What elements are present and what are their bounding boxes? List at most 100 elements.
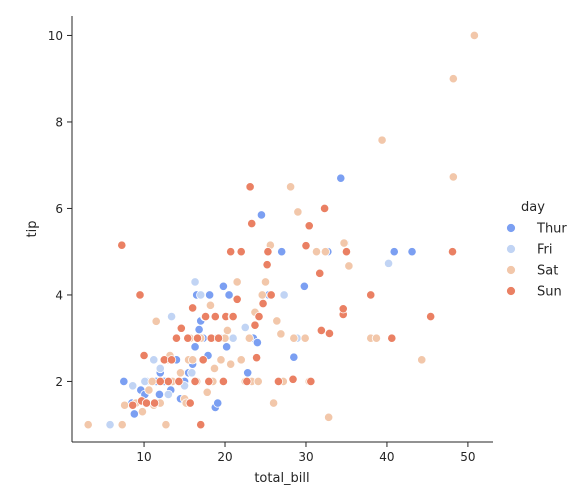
- point-sun-20: [204, 376, 214, 387]
- point-sun-3: [139, 350, 149, 361]
- point-sun-42: [288, 374, 298, 384]
- point-sun-14: [188, 303, 198, 313]
- point-thur-42: [389, 247, 399, 257]
- points-layer: [83, 30, 479, 430]
- point-thur-45: [129, 409, 139, 419]
- point-thur-37: [277, 247, 287, 257]
- x-tick-label-0: 10: [136, 450, 151, 464]
- point-sat-34: [244, 333, 254, 343]
- point-sat-38: [257, 290, 267, 300]
- x-axis-label: total_bill: [254, 471, 309, 486]
- point-sat-32: [236, 355, 246, 365]
- point-sun-0: [117, 240, 127, 250]
- point-thur-6: [154, 389, 165, 400]
- point-sun-51: [338, 304, 348, 314]
- point-sun-37: [258, 298, 268, 309]
- point-sun-47: [316, 325, 326, 336]
- legend-title: day: [521, 200, 545, 215]
- point-sun-35: [251, 353, 262, 363]
- point-sun-45: [306, 376, 316, 387]
- y-tick-label-4: 10: [48, 29, 63, 43]
- y-tick-label-0: 2: [55, 375, 63, 389]
- point-fri-3: [149, 355, 159, 365]
- point-thur-41: [336, 173, 346, 183]
- point-sun-33: [247, 218, 257, 229]
- point-sat-45: [285, 182, 296, 192]
- point-sun-17: [196, 420, 206, 430]
- point-sat-1: [117, 420, 127, 430]
- point-sat-2: [120, 400, 130, 410]
- point-thur-39: [299, 281, 309, 291]
- point-sat-54: [344, 261, 354, 271]
- point-sat-18: [188, 355, 198, 365]
- point-sun-38: [262, 260, 272, 270]
- point-sun-1: [135, 290, 145, 300]
- point-thur-0: [119, 376, 129, 387]
- point-sat-61: [469, 30, 479, 41]
- point-fri-8: [196, 290, 206, 300]
- point-sat-41: [268, 398, 279, 408]
- point-sun-41: [273, 376, 284, 387]
- point-sun-18: [198, 355, 208, 365]
- point-sat-51: [320, 247, 331, 257]
- point-sat-29: [226, 359, 236, 369]
- legend-marker-thur: [506, 223, 516, 233]
- point-thur-28: [222, 342, 232, 352]
- point-sun-31: [242, 376, 252, 387]
- point-sat-56: [371, 333, 382, 343]
- point-sat-4: [137, 407, 148, 417]
- point-sun-54: [387, 333, 397, 343]
- point-thur-32: [243, 368, 253, 378]
- y-ticks: 2 4 6 8 10: [48, 29, 72, 389]
- x-tick-label-3: 40: [379, 450, 394, 464]
- legend-marker-fri: [506, 244, 516, 254]
- point-sat-31: [232, 277, 242, 287]
- point-sat-52: [324, 412, 334, 422]
- point-sun-30: [236, 247, 246, 257]
- point-sun-5: [149, 398, 160, 408]
- point-fri-4: [155, 363, 165, 374]
- point-sun-12: [183, 333, 193, 343]
- point-thur-38: [289, 352, 299, 362]
- point-thur-15: [190, 342, 200, 352]
- point-sun-55: [426, 311, 436, 322]
- point-sun-22: [210, 311, 220, 322]
- y-tick-label-2: 6: [55, 202, 63, 216]
- point-sat-50: [311, 247, 322, 257]
- point-sat-14: [175, 368, 186, 378]
- point-thur-25: [213, 398, 223, 408]
- point-sat-39: [260, 277, 271, 287]
- point-sun-8: [166, 355, 177, 365]
- point-sun-44: [304, 221, 314, 231]
- point-sat-28: [222, 325, 233, 336]
- point-sat-48: [300, 333, 310, 343]
- point-sun-56: [447, 247, 458, 257]
- point-fri-16: [163, 389, 173, 400]
- point-sat-57: [377, 135, 387, 145]
- point-sat-22: [202, 387, 212, 397]
- legend-items: Thur Fri Sat Sun: [506, 222, 567, 300]
- point-sat-46: [289, 333, 299, 343]
- point-sun-57: [155, 376, 165, 387]
- point-fri-7: [190, 277, 200, 287]
- point-sun-24: [218, 376, 228, 387]
- point-sun-16: [192, 333, 203, 343]
- point-sun-58: [128, 400, 138, 410]
- point-sun-10: [174, 376, 184, 387]
- point-fri-11: [240, 322, 250, 332]
- point-thur-35: [256, 210, 267, 220]
- point-sun-39: [263, 247, 273, 257]
- legend-label-sat: Sat: [537, 264, 558, 279]
- point-sat-26: [216, 355, 226, 365]
- point-sun-40: [266, 290, 276, 300]
- point-sat-0: [83, 420, 93, 430]
- point-thur-43: [407, 247, 417, 257]
- point-sat-37: [253, 376, 263, 387]
- point-sun-53: [366, 290, 376, 300]
- point-sat-58: [417, 355, 427, 365]
- point-fri-1: [128, 381, 138, 391]
- point-sat-10: [161, 420, 171, 430]
- point-sun-28: [228, 311, 238, 322]
- point-sun-26: [226, 247, 236, 257]
